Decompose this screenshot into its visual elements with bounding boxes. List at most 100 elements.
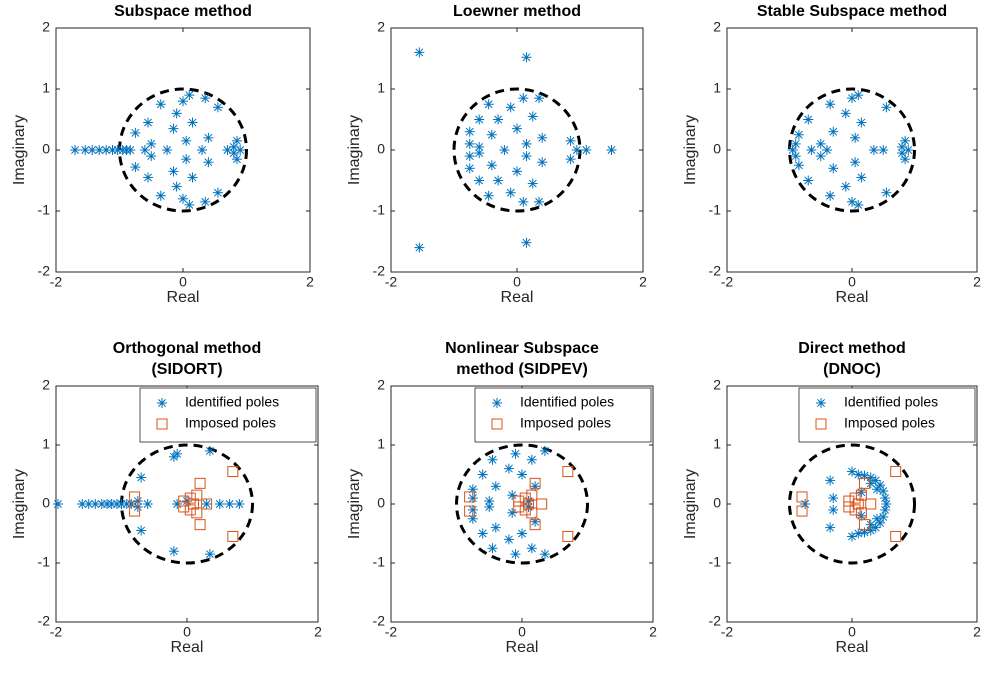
x-tick-label: -2 — [50, 274, 63, 290]
data-point — [178, 193, 188, 204]
asterisk-stroke — [879, 487, 888, 495]
data-point — [203, 132, 214, 143]
legend-label: Identified poles — [844, 394, 938, 410]
asterisk-stroke — [904, 146, 913, 154]
x-tick-label: 2 — [639, 274, 647, 290]
chart-title: Nonlinear Subspace — [445, 340, 599, 357]
data-point — [146, 138, 157, 149]
data-point — [155, 99, 166, 110]
square-marker — [194, 477, 206, 489]
data-point — [853, 469, 864, 480]
asterisk-stroke — [236, 146, 245, 154]
asterisk-stroke — [572, 146, 581, 154]
x-tick-label: 0 — [179, 274, 187, 290]
asterisk-stroke — [144, 118, 153, 127]
data-point — [519, 504, 531, 516]
data-point — [581, 145, 592, 155]
asterisk-stroke — [493, 399, 501, 407]
data-point — [815, 138, 826, 149]
asterisk-stroke — [873, 514, 881, 523]
data-point — [512, 166, 522, 177]
square-marker — [526, 507, 538, 519]
asterisk-stroke — [147, 139, 156, 148]
asterisk-stroke — [851, 133, 860, 142]
chart-title: Stable Subspace method — [757, 3, 947, 20]
data-point — [168, 123, 179, 134]
data-point — [139, 145, 150, 155]
asterisk-stroke — [504, 535, 513, 544]
asterisk-stroke — [829, 494, 838, 503]
data-point — [900, 154, 911, 165]
data-point — [865, 498, 877, 510]
data-point — [168, 166, 179, 177]
data-point — [188, 498, 200, 510]
asterisk-stroke — [854, 200, 863, 209]
data-point — [130, 162, 141, 173]
asterisk-stroke — [484, 191, 493, 200]
data-point — [880, 493, 891, 504]
data-point — [790, 151, 801, 162]
asterisk-stroke — [235, 500, 244, 508]
data-point — [855, 507, 867, 519]
chart-title: Subspace method — [114, 3, 252, 20]
data-point — [530, 481, 541, 492]
asterisk-stroke — [147, 152, 156, 161]
x-axis-label: Real — [501, 289, 534, 306]
asterisk-stroke — [857, 118, 866, 127]
legend-label: Imposed poles — [844, 415, 935, 431]
data-point — [129, 491, 141, 503]
asterisk-stroke — [522, 139, 531, 148]
data-point — [881, 499, 892, 509]
asterisk-stroke — [791, 139, 800, 148]
data-point — [825, 475, 836, 486]
square-marker — [519, 492, 531, 504]
data-point — [505, 187, 516, 198]
data-point — [129, 505, 141, 517]
asterisk-stroke — [519, 197, 528, 206]
y-tick-label: 0 — [713, 495, 721, 511]
asterisk-stroke — [133, 497, 142, 506]
data-point — [517, 528, 527, 539]
x-axis-label: Real — [836, 289, 869, 306]
y-tick-label: -2 — [38, 613, 51, 629]
square-marker — [227, 466, 239, 478]
legend-marker — [491, 418, 503, 430]
asterisk-stroke — [788, 146, 797, 154]
data-point — [194, 477, 206, 489]
y-tick-label: 0 — [42, 495, 50, 511]
asterisk-stroke — [131, 128, 140, 137]
asterisk-stroke — [513, 124, 521, 133]
data-point — [487, 543, 498, 554]
asterisk-stroke — [468, 505, 477, 514]
asterisk-stroke — [527, 544, 536, 553]
x-tick-label: 0 — [513, 274, 521, 290]
asterisk-stroke — [95, 146, 104, 154]
data-point — [806, 145, 817, 155]
data-point — [849, 492, 861, 504]
data-point — [822, 145, 832, 155]
asterisk-stroke — [169, 167, 178, 176]
data-point — [505, 102, 516, 113]
plot-area — [726, 27, 978, 273]
data-point — [521, 52, 532, 63]
asterisk-stroke — [528, 112, 537, 121]
data-point — [52, 499, 63, 509]
asterisk-stroke — [137, 473, 146, 482]
data-point — [853, 528, 864, 539]
data-point — [136, 525, 147, 536]
data-point — [235, 145, 246, 155]
square-marker — [849, 492, 861, 504]
y-tick-label: 0 — [377, 495, 385, 511]
asterisk-stroke — [213, 103, 222, 112]
data-point — [890, 530, 902, 542]
data-point — [172, 499, 183, 509]
asterisk-stroke — [475, 176, 484, 185]
data-point — [521, 151, 532, 162]
asterisk-stroke — [511, 550, 520, 559]
data-point — [527, 178, 538, 189]
asterisk-stroke — [172, 182, 181, 191]
square-marker — [843, 501, 855, 513]
y-tick-label: -1 — [38, 554, 51, 570]
square-marker — [227, 530, 239, 542]
